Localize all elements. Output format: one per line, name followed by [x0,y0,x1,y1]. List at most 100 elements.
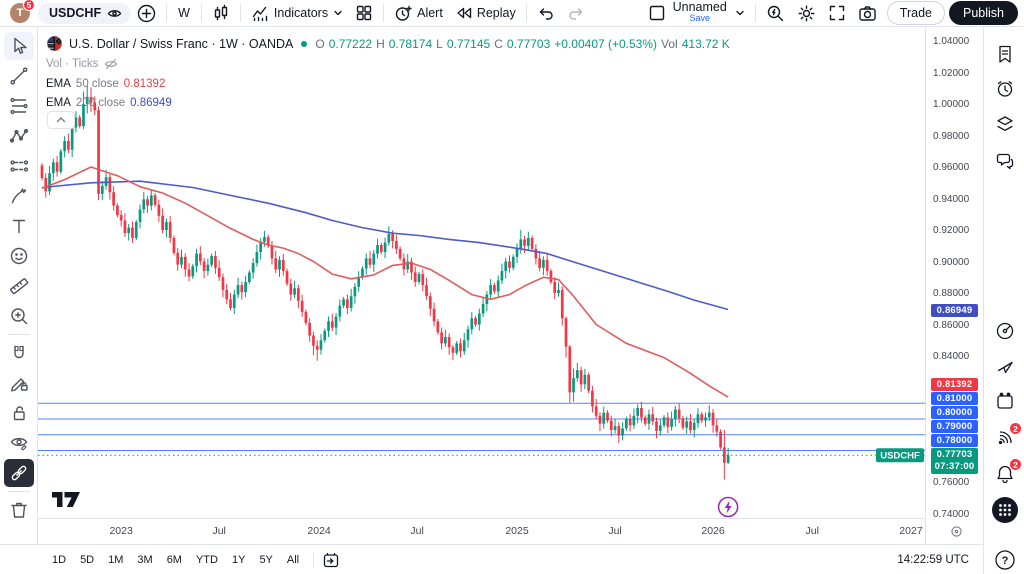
price-tick-label: 1.04000 [933,36,970,47]
alerts-button[interactable] [992,76,1018,102]
drawing-mode-lock-button[interactable] [4,369,34,397]
text-tool-button[interactable] [4,212,34,240]
range-1d[interactable]: 1D [52,553,67,566]
create-alert-button[interactable]: Alert [388,2,449,24]
chat-button[interactable] [992,148,1018,174]
save-link[interactable]: Save [689,13,710,23]
ohlc-value: 413.72 K [681,36,730,51]
user-menu-button[interactable]: T 5 [10,0,35,23]
undo-button[interactable] [531,2,561,24]
lock-all-drawings-button[interactable] [4,399,34,427]
calendar-button[interactable] [992,388,1018,414]
projection-tool-button[interactable] [4,152,34,180]
time-tick-label: Jul [212,525,226,537]
layout-menu-button[interactable] [729,2,751,24]
search-bolt-icon [766,4,785,23]
sync-drawings-button[interactable] [3,459,34,487]
streams-button[interactable]: 2 [992,422,1022,451]
brush-tool-button[interactable] [4,182,34,210]
ema200-price-badge: 0.86949 [931,304,978,318]
ema50-value: 0.81392 [123,78,166,90]
pattern-tool-button[interactable] [4,122,34,150]
screenshot-button[interactable] [852,2,883,24]
layout-name: Unnamed [672,0,727,14]
indicators-button[interactable]: Indicators [245,2,349,24]
level-price-badge: 0.79000 [931,420,978,434]
range-all[interactable]: All [286,553,300,566]
chevron-down-icon [735,8,745,18]
statusbar-separator [313,551,315,568]
redo-button[interactable] [561,2,591,24]
fib-retracement-tool-button[interactable] [4,92,34,120]
server-clock[interactable]: 14:22:59 UTC [897,553,969,566]
range-3m[interactable]: 3M [137,553,153,566]
object-tree-button[interactable] [992,111,1018,137]
watchlist-button[interactable] [992,41,1018,67]
chart-pane[interactable]: USDCHF [38,27,925,518]
streams-count-badge: 2 [1009,422,1022,435]
symbol-search-button[interactable]: USDCHF [38,2,132,24]
fullscreen-button[interactable] [822,2,852,24]
symbol-title[interactable]: U.S. Dollar / Swiss Franc · 1W · OANDA [69,36,294,51]
price-chart-canvas[interactable]: USDCHF [38,27,925,518]
interval-button[interactable]: W [178,6,190,20]
legend-collapse-button[interactable] [47,111,75,129]
ohlc-key: C [494,36,503,51]
chart-legend: U.S. Dollar / Swiss Franc · 1W · OANDA O… [46,35,730,109]
level-price-badge: 0.81000 [931,392,978,406]
price-line-symbol-label: USDCHF [876,448,924,463]
chart-type-button[interactable] [206,2,236,24]
undo-arrow-icon [537,4,555,22]
paper-trading-button[interactable] [992,353,1018,379]
volume-study-label[interactable]: Vol · Ticks [46,58,99,70]
range-6m[interactable]: 6M [166,553,182,566]
toolbar-separator [7,334,30,335]
level-price-badge: 0.78000 [931,434,978,448]
range-1y[interactable]: 1Y [231,553,246,566]
layout-name-button[interactable]: Unnamed Save [672,0,727,24]
replay-button[interactable]: Replay [449,2,522,24]
usdchf-pair-flag-icon [46,35,63,52]
range-5y[interactable]: 5Y [259,553,273,566]
cursor-tool-button[interactable] [3,32,34,60]
range-5d[interactable]: 5D [80,553,95,566]
quick-search-button[interactable] [760,2,791,24]
price-scale[interactable]: 1.04000 1.02000 1.00000 0.98000 0.96000 0.940… [925,27,983,544]
zoom-in-tool-button[interactable] [4,302,34,330]
measure-ruler-tool-button[interactable] [4,272,34,300]
screener-radar-button[interactable] [992,318,1018,344]
publish-button[interactable]: Publish [949,1,1018,25]
apps-grid-button[interactable] [992,497,1018,523]
toolbar-separator [7,491,30,492]
ohlc-key: O [315,36,325,51]
remove-drawings-button[interactable] [4,496,34,524]
replay-rewind-icon [455,4,473,22]
trend-line-tool-button[interactable] [4,62,34,90]
range-ytd[interactable]: YTD [195,553,218,566]
hide-all-drawings-button[interactable] [4,429,34,457]
price-scale-settings-icon[interactable] [950,525,963,543]
compare-add-symbol-button[interactable] [131,2,162,24]
settings-button[interactable] [791,2,822,24]
layout-thumbnail-button[interactable] [643,2,671,24]
time-tick-label: 2024 [307,525,331,537]
indicators-label: Indicators [273,6,329,20]
trade-button[interactable]: Trade [886,1,945,25]
toolbar-separator [200,4,202,22]
help-button[interactable]: ? [992,547,1018,573]
ema50-name[interactable]: EMA [46,78,71,90]
layout-square-icon [649,5,665,21]
notifications-bell-button[interactable]: 2 [992,458,1022,487]
range-1m[interactable]: 1M [108,553,124,566]
go-to-date-button[interactable] [322,551,340,569]
ema200-name[interactable]: EMA [46,97,71,109]
tradingview-logo[interactable] [52,492,80,512]
price-tick-label: 0.86000 [933,319,970,331]
eye-hidden-icon[interactable] [104,57,118,71]
time-scale[interactable]: 2023 Jul 2024 Jul 2025 Jul 2026 Jul 2027 [38,518,925,544]
emoji-tool-button[interactable] [4,242,34,270]
magnet-mode-button[interactable] [4,339,34,367]
indicator-templates-button[interactable] [349,2,379,24]
candles-icon [212,4,230,22]
